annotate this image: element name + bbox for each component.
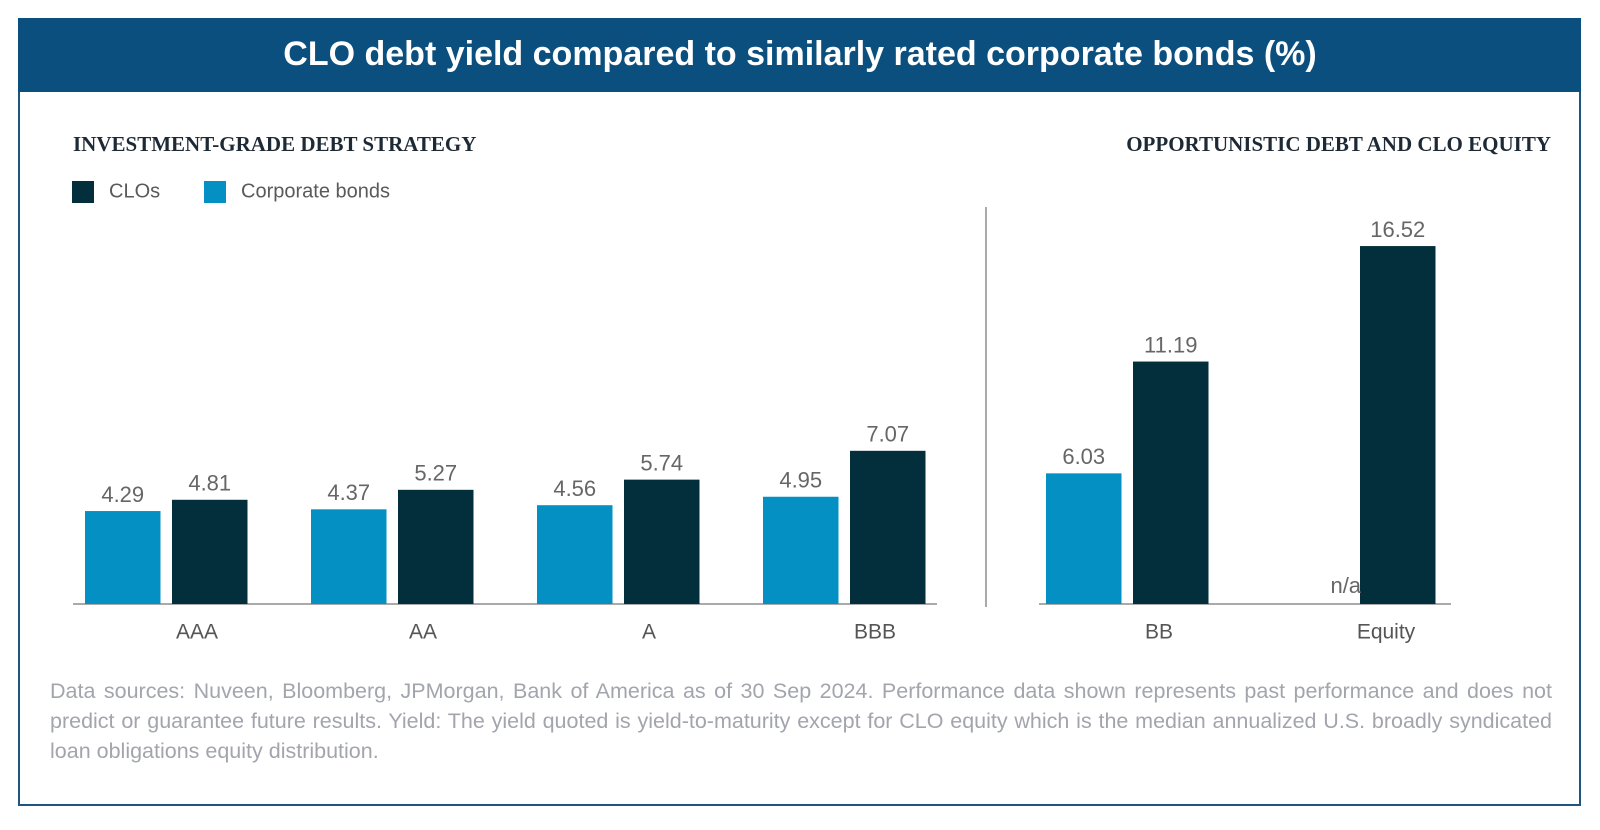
bar (624, 479, 700, 604)
value-label: 4.95 (779, 468, 822, 493)
bar (1046, 473, 1122, 604)
legend-label: Corporate bonds (241, 180, 390, 202)
panel-title: OPPORTUNISTIC DEBT AND CLO EQUITY (1126, 132, 1551, 156)
bar (763, 496, 839, 604)
value-label: 6.03 (1062, 444, 1105, 469)
value-label: 4.56 (553, 476, 596, 501)
panel-title: INVESTMENT-GRADE DEBT STRATEGY (73, 132, 476, 156)
x-tick-label: Equity (1357, 621, 1416, 644)
value-label: 4.37 (327, 480, 370, 505)
bar (1133, 361, 1209, 604)
bar (850, 450, 926, 604)
value-label: n/a (1330, 573, 1361, 598)
value-label: 11.19 (1144, 332, 1197, 357)
bar (537, 505, 613, 604)
chart-title: CLO debt yield compared to similarly rat… (283, 35, 1316, 73)
x-tick-label: A (642, 621, 656, 644)
value-label: 4.81 (188, 471, 231, 496)
value-label: 5.74 (640, 450, 683, 475)
bar (85, 511, 161, 604)
x-tick-label: BB (1145, 621, 1173, 644)
value-label: 5.27 (414, 461, 457, 486)
legend-label: CLOs (109, 180, 160, 202)
legend-swatch (204, 181, 226, 203)
bar (1360, 246, 1436, 605)
footnote: Data sources: Nuveen, Bloomberg, JPMorga… (50, 679, 1552, 763)
value-label: 16.52 (1370, 217, 1425, 242)
x-tick-label: BBB (854, 621, 896, 644)
x-tick-label: AAA (176, 621, 218, 644)
value-label: 7.07 (866, 422, 909, 447)
bar (172, 499, 248, 604)
legend-swatch (72, 181, 94, 203)
x-tick-label: AA (409, 621, 437, 644)
value-label: 4.29 (101, 482, 144, 507)
bar (398, 489, 474, 604)
title-bar (18, 18, 1581, 92)
bar (311, 509, 387, 604)
